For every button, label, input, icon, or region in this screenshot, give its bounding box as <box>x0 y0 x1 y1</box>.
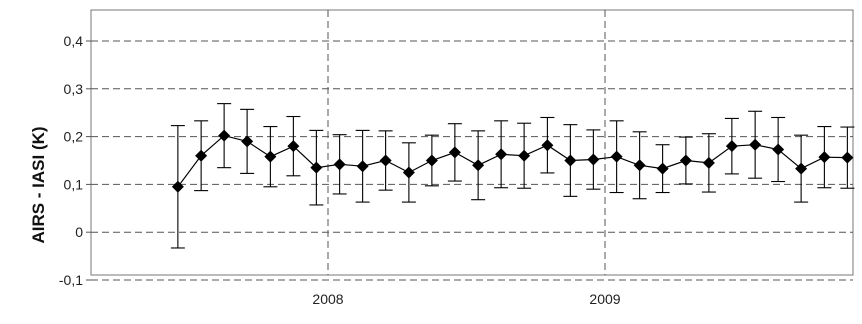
y-tick-label: 0,1 <box>64 176 84 192</box>
y-tick-label: 0 <box>75 224 83 240</box>
data-point <box>725 140 738 153</box>
data-point <box>772 143 785 156</box>
data-point <box>402 166 415 179</box>
data-point <box>171 180 184 193</box>
data-point <box>287 140 300 153</box>
data-point <box>495 148 508 161</box>
data-point <box>656 162 669 175</box>
grid <box>91 10 853 281</box>
data-point <box>749 138 762 151</box>
data-point <box>356 160 369 173</box>
plot-frame <box>90 9 854 276</box>
data-point <box>541 139 554 152</box>
markers <box>171 129 854 193</box>
data-point <box>448 146 461 159</box>
y-tick-label: 0,2 <box>64 129 84 145</box>
data-point <box>241 135 254 148</box>
x-tick-label: 2009 <box>589 291 620 307</box>
data-point <box>379 154 392 167</box>
data-point <box>472 159 485 172</box>
data-point <box>841 151 854 164</box>
data-point <box>425 154 438 167</box>
data-point <box>679 154 692 167</box>
error-bars <box>170 103 855 249</box>
data-point <box>218 129 231 142</box>
data-point <box>333 158 346 171</box>
data-point <box>587 153 600 166</box>
data-point <box>264 150 277 163</box>
series-line <box>177 134 848 188</box>
x-tick-label: 2008 <box>312 291 343 307</box>
y-tick-label: 0,3 <box>64 81 84 97</box>
data-point <box>633 159 646 172</box>
y-tick-label: 0,4 <box>64 33 84 49</box>
data-point <box>518 149 531 162</box>
data-point <box>310 161 323 174</box>
y-axis-label: AIRS - IASI (K) <box>29 126 48 243</box>
data-point <box>564 154 577 167</box>
data-point <box>818 151 831 164</box>
data-point <box>702 156 715 169</box>
data-point <box>195 149 208 162</box>
y-tick-label: -0,1 <box>59 272 83 288</box>
y-ticks: -0,1 0 0,1 0,2 0,3 0,4 <box>59 33 91 288</box>
data-point <box>795 162 808 175</box>
data-point <box>610 150 623 163</box>
x-ticks: 2008 2009 <box>312 291 620 307</box>
